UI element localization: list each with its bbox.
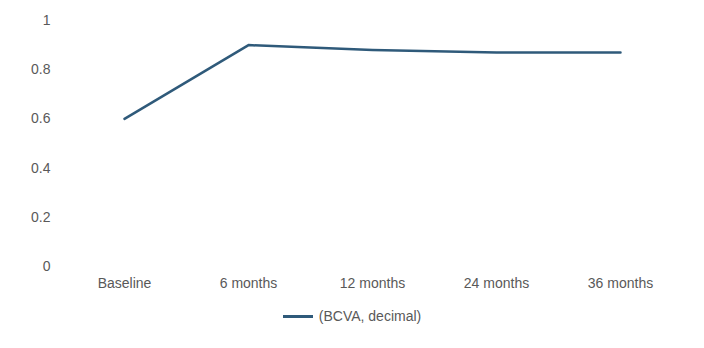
svg-text:0.4: 0.4 (31, 160, 51, 176)
svg-text:24 months: 24 months (464, 275, 529, 291)
svg-text:6 months: 6 months (220, 275, 278, 291)
svg-text:1: 1 (43, 12, 51, 28)
svg-text:12 months: 12 months (340, 275, 405, 291)
html-text:(BCVA, decimal): (BCVA, decimal) (318, 308, 422, 324)
svg-text:0.8: 0.8 (31, 61, 51, 77)
svg-text:Baseline: Baseline (98, 275, 152, 291)
svg-text:0: 0 (43, 258, 51, 274)
svg-text:36 months: 36 months (588, 275, 653, 291)
svg-text:0.2: 0.2 (31, 209, 51, 225)
svg-text:0.6: 0.6 (31, 110, 51, 126)
